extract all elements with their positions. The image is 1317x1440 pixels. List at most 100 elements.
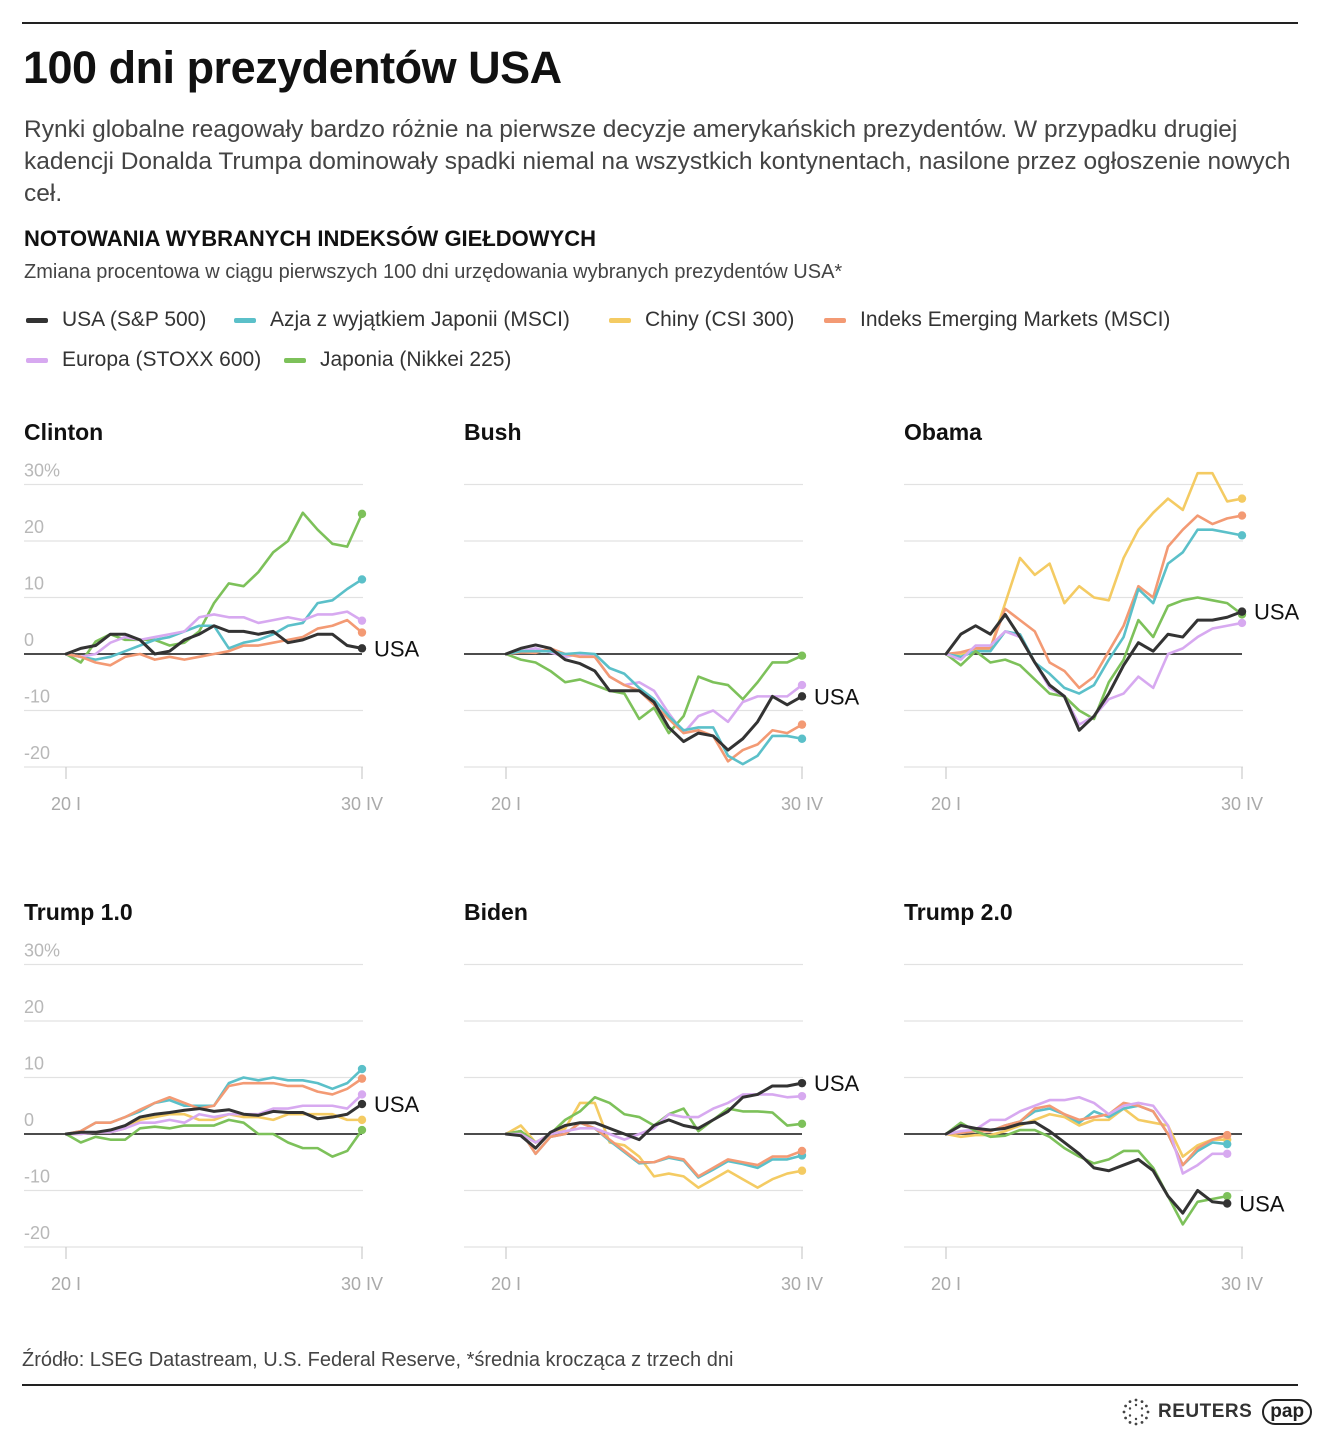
series-end-dot <box>1223 1139 1232 1149</box>
y-tick-label: 0 <box>24 1110 34 1130</box>
bottom-rule <box>22 1384 1298 1386</box>
series-end-dot <box>357 1074 367 1083</box>
usa-end-label: USA <box>1254 600 1300 625</box>
series-end-dot <box>1223 1199 1232 1208</box>
series-line-chiny-csi-300 <box>944 1107 1229 1158</box>
x-tick-label: 20 I <box>491 1274 521 1294</box>
series-end-dot <box>797 680 807 690</box>
x-tick-label: 30 IV <box>781 794 823 814</box>
series-end-dot <box>797 1146 807 1156</box>
series-end-dot <box>1237 618 1247 628</box>
y-tick-label: 10 <box>24 574 44 594</box>
usa-end-label: USA <box>814 1071 860 1096</box>
series-end-dot <box>797 651 807 660</box>
legend-swatch <box>284 357 306 363</box>
panel-title: Trump 2.0 <box>904 899 1013 925</box>
x-tick-label: 20 I <box>51 1274 81 1294</box>
series-line-usa-s-p-500 <box>64 624 364 656</box>
series-line-japonia-nikkei-225 <box>944 596 1244 721</box>
legend-item-usa: USA (S&P 500) <box>26 308 206 332</box>
series-end-dot <box>1237 511 1247 520</box>
pap-logo: pap <box>1262 1399 1313 1425</box>
x-tick-label: 30 IV <box>341 794 383 814</box>
panel-title: Obama <box>904 419 982 445</box>
series-line-azja-z-wyj-tkiem-japonii-msci <box>944 528 1244 695</box>
usa-end-label: USA <box>374 636 420 661</box>
reuters-logo-text: REUTERS <box>1158 1401 1253 1422</box>
chart-panel: Biden 20 I 30 IV USA <box>464 899 860 1294</box>
legend-item-asia: Azja z wyjątkiem Japonii (MSCI) <box>234 308 570 332</box>
panel-title: Clinton <box>24 419 103 445</box>
usa-end-label: USA <box>1239 1191 1285 1216</box>
series-end-dot <box>357 616 367 625</box>
series-line-europa-stoxx-600 <box>944 621 1244 726</box>
x-tick-label: 20 I <box>931 794 961 814</box>
legend-swatch <box>609 317 631 323</box>
series-end-dot <box>1237 607 1247 616</box>
y-tick-label: -10 <box>24 687 50 707</box>
legend-label: Chiny (CSI 300) <box>645 308 795 331</box>
reuters-logo-icon <box>1122 1398 1150 1426</box>
y-tick-label: 30% <box>24 461 60 481</box>
legend-label: Japonia (Nikkei 225) <box>320 348 512 371</box>
chart-panel: Clinton 30% 20 10 0 -10 -20 20 I 30 IV USA <box>24 419 420 814</box>
usa-end-label: USA <box>374 1092 420 1117</box>
chart-panel: Obama 20 I 30 IV USA <box>904 419 1300 814</box>
panel-title: Biden <box>464 899 528 925</box>
series-end-dot <box>1223 1149 1232 1158</box>
x-tick-label: 30 IV <box>781 1274 823 1294</box>
legend-label: Indeks Emerging Markets (MSCI) <box>860 308 1171 331</box>
series-line-usa-s-p-500 <box>944 610 1244 732</box>
series-end-dot <box>797 734 807 743</box>
series-line-usa-s-p-500 <box>504 643 804 752</box>
series-line-japonia-nikkei-225 <box>504 652 804 735</box>
series-end-dot <box>357 1090 367 1099</box>
series-end-dot <box>357 509 367 519</box>
x-tick-label: 20 I <box>51 794 81 814</box>
series-end-dot <box>1237 494 1247 503</box>
legend-item-china: Chiny (CSI 300) <box>609 308 794 332</box>
legend-swatch <box>824 317 846 323</box>
series-line-chiny-csi-300 <box>944 471 1244 656</box>
y-tick-label: 20 <box>24 517 44 537</box>
series-end-dot <box>357 1125 367 1135</box>
section-title: NOTOWANIA WYBRANYCH INDEKSÓW GIEŁDOWYCH <box>24 226 596 251</box>
x-tick-label: 30 IV <box>1221 794 1263 814</box>
series-end-dot <box>797 1091 807 1101</box>
y-tick-label: 30% <box>24 941 60 961</box>
chart-panel: Trump 2.0 20 I 30 IV USA <box>904 899 1285 1294</box>
usa-end-label: USA <box>814 684 860 709</box>
series-line-indeks-emerging-markets-msci <box>64 1077 364 1136</box>
x-tick-label: 30 IV <box>341 1274 383 1294</box>
x-tick-label: 30 IV <box>1221 1274 1263 1294</box>
series-end-dot <box>797 1166 807 1175</box>
series-line-azja-z-wyj-tkiem-japonii-msci <box>64 578 364 661</box>
logos: REUTERS pap <box>1122 1398 1313 1426</box>
y-tick-label: -20 <box>24 743 50 763</box>
legend-label: Azja z wyjątkiem Japonii (MSCI) <box>270 308 570 331</box>
series-end-dot <box>797 720 807 729</box>
series-line-usa-s-p-500 <box>504 1081 804 1150</box>
series-end-dot <box>357 575 367 584</box>
x-tick-label: 20 I <box>931 1274 961 1294</box>
y-tick-label: 10 <box>24 1054 44 1074</box>
series-end-dot <box>357 1064 367 1074</box>
series-end-dot <box>797 1119 807 1129</box>
series-line-chiny-csi-300 <box>504 1101 804 1189</box>
y-tick-label: -10 <box>24 1167 50 1187</box>
series-line-indeks-emerging-markets-msci <box>944 514 1244 690</box>
series-end-dot <box>357 1099 367 1109</box>
series-end-dot <box>797 692 807 701</box>
page-subtitle: Rynki globalne reagowały bardzo różnie n… <box>24 116 1291 207</box>
series-line-indeks-emerging-markets-msci <box>64 618 364 667</box>
legend-swatch <box>26 317 48 323</box>
series-line-europa-stoxx-600 <box>64 610 364 659</box>
legend-label: USA (S&P 500) <box>62 308 207 331</box>
legend-label: Europa (STOXX 600) <box>62 348 262 371</box>
legend-swatch <box>234 317 256 323</box>
page-title: 100 dni prezydentów USA <box>23 42 562 93</box>
panel-title: Bush <box>464 419 522 445</box>
series-line-japonia-nikkei-225 <box>64 1118 364 1158</box>
chart-panel: Trump 1.0 30% 20 10 0 -10 -20 20 I 30 IV USA <box>24 899 420 1294</box>
